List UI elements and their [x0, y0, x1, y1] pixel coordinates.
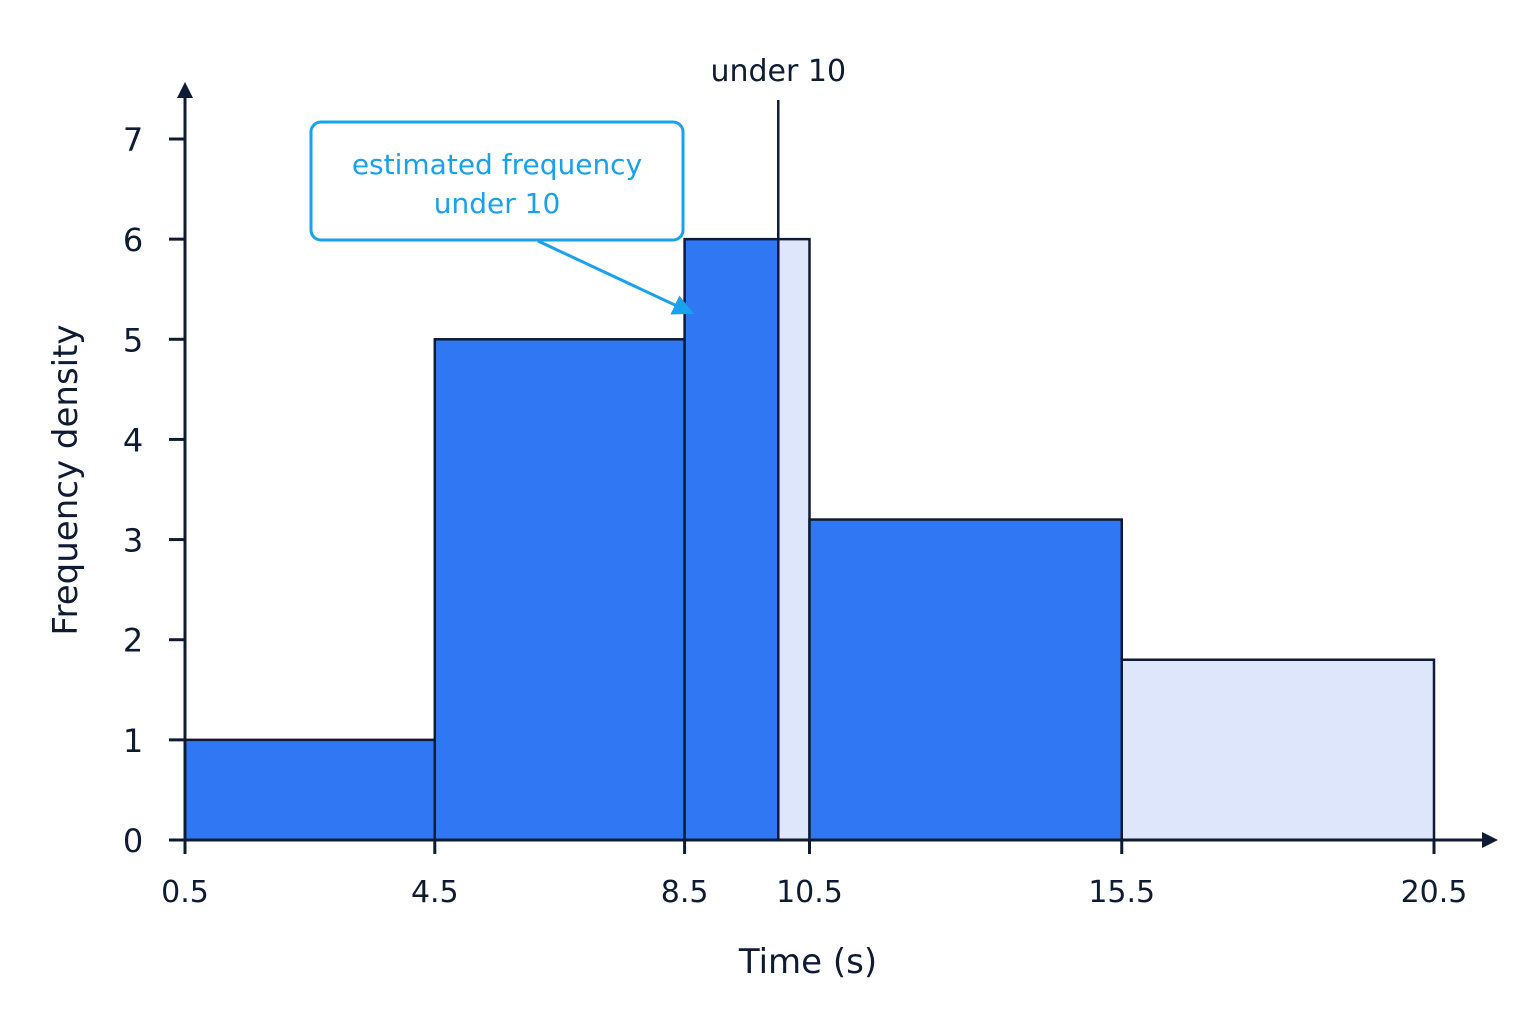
callout-arrow	[537, 239, 694, 315]
callout-line-1: estimated frequency	[352, 148, 642, 181]
axes	[177, 82, 1498, 848]
y-tick-label-5: 5	[123, 321, 143, 359]
bar-4	[808, 518, 1123, 842]
bar-0	[183, 738, 437, 842]
y-tick-label-3: 3	[123, 522, 143, 560]
y-tick-label-7: 7	[123, 121, 143, 159]
x-tick-label-0.5: 0.5	[161, 875, 209, 910]
marker-label: under 10	[710, 54, 846, 89]
y-axis-title: Frequency density	[46, 324, 86, 635]
marker-line-group: under 10	[710, 54, 846, 840]
histogram-bars	[183, 237, 1436, 842]
y-tick-label-6: 6	[123, 221, 143, 259]
x-tick-label-8.5: 8.5	[661, 875, 709, 910]
callout-line-2: under 10	[434, 187, 561, 220]
x-tick-label-20.5: 20.5	[1401, 875, 1468, 910]
callout-box	[309, 120, 685, 242]
x-axis-title: Time (s)	[738, 942, 877, 982]
x-axis-ticks: 0.5 4.5 8.5 10.5 15.5 20.5	[161, 840, 1467, 910]
annotation-callout: estimated frequency under 10	[309, 120, 694, 315]
x-tick-label-10.5: 10.5	[776, 875, 843, 910]
bar-1	[433, 338, 686, 842]
y-tick-label-0: 0	[123, 822, 143, 860]
x-tick-label-4.5: 4.5	[411, 875, 459, 910]
y-axis-arrow	[177, 82, 193, 98]
y-tick-label-1: 1	[123, 722, 143, 760]
y-tick-label-2: 2	[123, 622, 143, 660]
x-tick-label-15.5: 15.5	[1088, 875, 1155, 910]
bar-5	[1120, 658, 1436, 842]
y-tick-label-4: 4	[123, 421, 143, 459]
y-axis-ticks: 0 1 2 3 4 5 6 7	[123, 121, 185, 860]
bar-2	[683, 237, 780, 842]
bar-3	[777, 237, 811, 842]
x-axis-arrow	[1482, 832, 1498, 848]
